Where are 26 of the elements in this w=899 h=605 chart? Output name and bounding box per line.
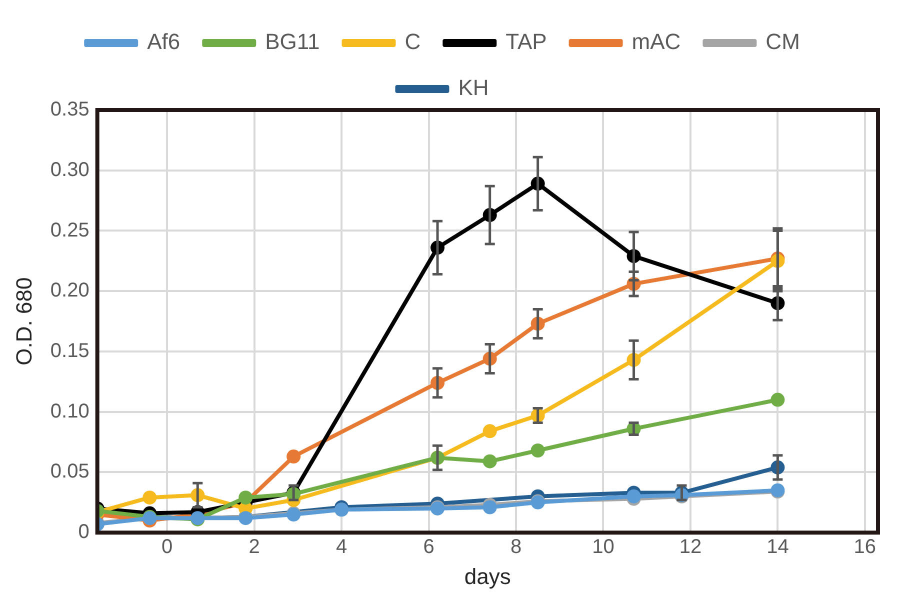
y-tick-label: 0.20 xyxy=(50,280,90,302)
x-tick-label: 12 xyxy=(679,536,702,558)
x-tick-label: 14 xyxy=(766,536,789,558)
y-tick-label: 0.35 xyxy=(50,98,90,121)
y-tick-label: 0 xyxy=(78,521,90,544)
legend-label: C xyxy=(404,29,421,54)
x-tick-label: 0 xyxy=(162,536,173,558)
x-tick-label: 8 xyxy=(510,536,522,558)
legend-label: BG11 xyxy=(265,29,320,54)
x-tick-label: 2 xyxy=(248,536,260,558)
x-axis-title: days xyxy=(464,564,511,589)
y-axis-title: O.D. 680 xyxy=(11,277,36,366)
y-tick-label: 0.30 xyxy=(50,158,90,181)
x-tick-label: 16 xyxy=(854,536,876,558)
y-tick-label: 0.10 xyxy=(50,400,90,422)
x-tick-label: 4 xyxy=(336,536,348,558)
legend-label: mAC xyxy=(632,29,681,54)
y-tick-label: 0.15 xyxy=(50,340,90,362)
legend-label: CM xyxy=(766,29,800,54)
legend-label: TAP xyxy=(506,29,547,54)
legend-label: KH xyxy=(458,75,489,100)
y-tick-label: 0.05 xyxy=(50,460,90,483)
y-tick-label: 0.25 xyxy=(50,219,90,242)
legend-label: Af6 xyxy=(147,29,180,54)
x-tick-label: 6 xyxy=(423,536,434,558)
x-tick-label: 10 xyxy=(592,536,614,558)
